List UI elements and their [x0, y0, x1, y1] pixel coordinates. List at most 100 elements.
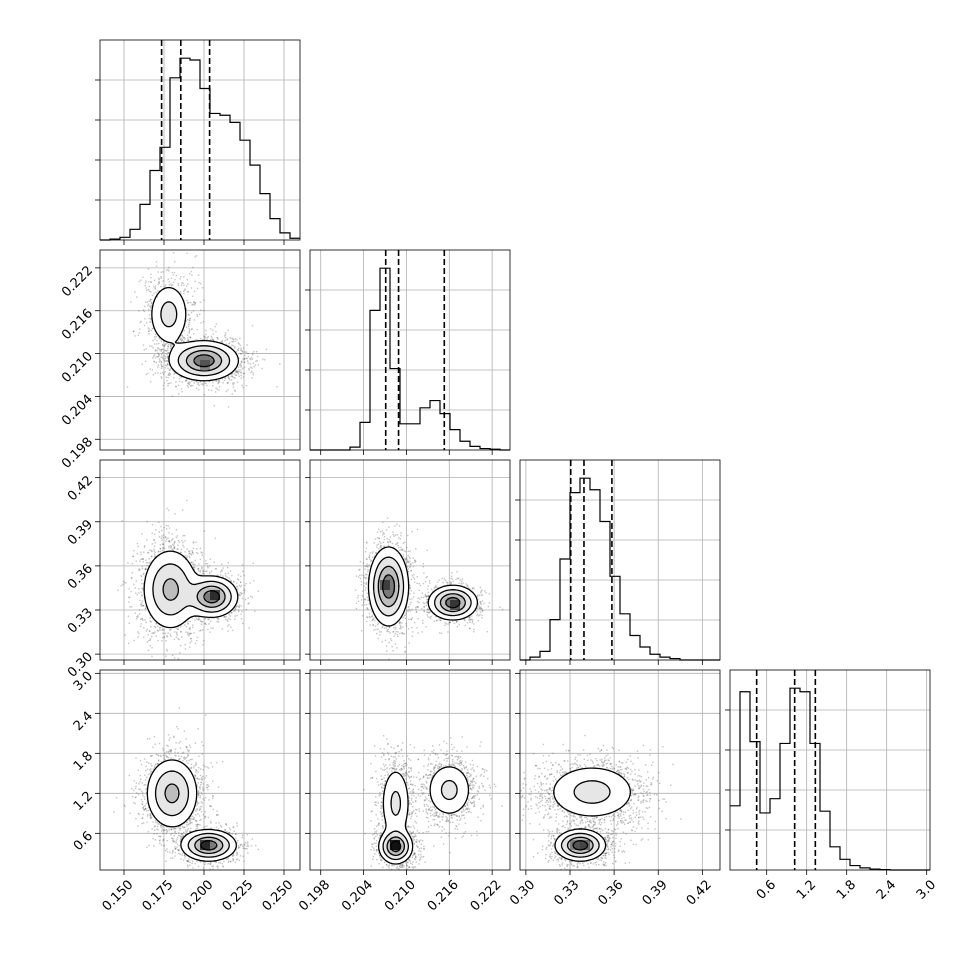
scatter-point: [148, 285, 150, 288]
scatter-point: [231, 393, 233, 395]
density-cell: [205, 342, 208, 346]
scatter-point: [165, 528, 168, 530]
scatter-point: [141, 618, 143, 620]
scatter-point: [191, 551, 194, 553]
scatter-point: [238, 357, 240, 359]
density-cell: [162, 290, 166, 293]
scatter-point: [234, 389, 236, 391]
scatter-point: [232, 341, 234, 343]
scatter-point: [189, 336, 191, 338]
density-cell: [180, 315, 183, 318]
scatter-point: [202, 629, 204, 631]
scatter-point: [240, 360, 243, 362]
scatter-point: [167, 351, 169, 354]
scatter-point: [143, 636, 145, 638]
scatter-point: [239, 592, 242, 594]
scatter-point: [164, 360, 166, 363]
scatter-point: [151, 302, 153, 304]
scatter-point: [171, 533, 173, 535]
scatter-point: [186, 326, 188, 329]
scatter-point: [160, 276, 162, 278]
scatter-point: [179, 338, 181, 340]
scatter-point: [196, 381, 198, 383]
density-cell: [190, 362, 193, 366]
density-cell: [182, 372, 186, 376]
scatter-point: [150, 321, 152, 323]
density-cell: [210, 377, 213, 381]
scatter-point: [237, 373, 240, 375]
density-cell: [167, 312, 171, 316]
density-cell: [175, 357, 178, 361]
scatter-point: [189, 646, 191, 648]
density-cell: [195, 347, 198, 351]
density-cell: [165, 335, 168, 338]
density-cell: [222, 367, 226, 371]
density-cell: [165, 322, 168, 326]
scatter-point: [244, 361, 246, 364]
scatter-point: [150, 276, 152, 279]
scatter-point: [173, 657, 176, 659]
scatter-point: [136, 594, 139, 596]
scatter-point: [173, 271, 176, 274]
scatter-point: [128, 596, 130, 598]
scatter-point: [162, 636, 164, 639]
density-cell: [180, 305, 183, 308]
scatter-point: [153, 361, 156, 363]
density-cell: [205, 352, 208, 356]
scatter-point: [255, 360, 257, 362]
scatter-point: [182, 282, 184, 284]
scatter-point: [192, 341, 195, 344]
scatter-point: [235, 374, 237, 377]
scatter-point: [147, 303, 150, 305]
scatter-point: [153, 539, 155, 542]
scatter-point: [160, 361, 163, 364]
scatter-point: [203, 381, 205, 383]
density-cell: [180, 345, 183, 348]
density-cell: [157, 300, 161, 303]
scatter-point: [162, 365, 164, 368]
density-cell: [187, 352, 191, 356]
density-cell: [197, 347, 201, 351]
scatter-point: [242, 351, 244, 353]
scatter-point: [155, 336, 158, 338]
scatter-point: [196, 636, 199, 639]
scatter-point: [240, 613, 242, 616]
scatter-point: [190, 561, 192, 564]
scatter-point: [138, 332, 141, 334]
scatter-point: [167, 352, 170, 354]
density-cell: [212, 365, 216, 368]
density-cell: [170, 295, 173, 298]
scatter-point: [181, 338, 183, 340]
scatter-point: [177, 384, 180, 387]
scatter-point: [142, 276, 144, 278]
scatter-point: [140, 603, 142, 606]
scatter-point: [240, 363, 242, 365]
scatter-point: [212, 381, 214, 384]
density-cell: [202, 377, 206, 381]
density-cell: [165, 297, 168, 301]
scatter-point: [234, 610, 236, 612]
scatter-point: [149, 562, 151, 564]
scatter-point: [165, 540, 167, 542]
density-cell: [170, 297, 173, 301]
density-cell: [195, 342, 198, 346]
scatter-point: [186, 334, 189, 336]
density-cell: [217, 352, 221, 356]
scatter-point: [155, 635, 157, 637]
scatter-point: [180, 334, 183, 336]
scatter-point: [218, 380, 220, 382]
scatter-point: [199, 301, 202, 303]
scatter-point: [227, 376, 229, 378]
density-cell: [165, 327, 168, 331]
density-cell: [180, 360, 183, 363]
density-cell: [172, 307, 176, 311]
density-cell: [152, 317, 156, 321]
scatter-point: [209, 571, 211, 573]
density-cell: [217, 375, 221, 378]
scatter-point: [145, 559, 147, 561]
density-cell: [157, 320, 161, 323]
density-cell: [205, 347, 208, 351]
density-cell: [182, 322, 186, 326]
scatter-point: [208, 380, 211, 382]
scatter-point: [169, 343, 171, 346]
